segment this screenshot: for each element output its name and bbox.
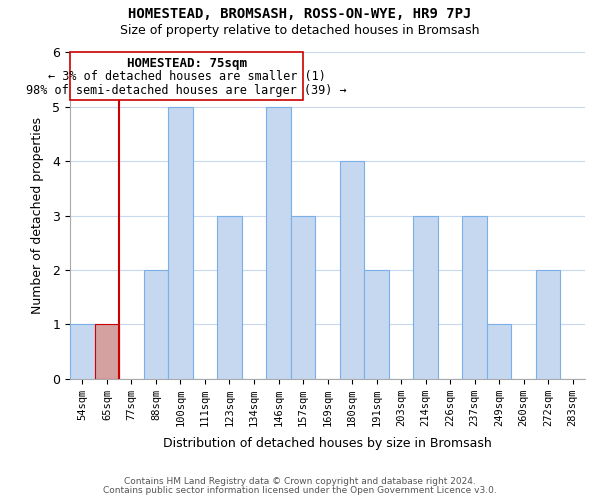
Bar [168, 107, 193, 378]
Text: ← 3% of detached houses are smaller (1): ← 3% of detached houses are smaller (1) [47, 70, 326, 83]
Text: HOMESTEAD: 75sqm: HOMESTEAD: 75sqm [127, 56, 247, 70]
Bar [266, 107, 291, 378]
X-axis label: Distribution of detached houses by size in Bromsash: Distribution of detached houses by size … [163, 437, 492, 450]
Text: Contains HM Land Registry data © Crown copyright and database right 2024.: Contains HM Land Registry data © Crown c… [124, 477, 476, 486]
Y-axis label: Number of detached properties: Number of detached properties [31, 117, 44, 314]
Bar [364, 270, 389, 378]
Bar [143, 270, 168, 378]
FancyBboxPatch shape [70, 52, 303, 100]
Bar [340, 161, 364, 378]
Bar [487, 324, 511, 378]
Text: Contains public sector information licensed under the Open Government Licence v3: Contains public sector information licen… [103, 486, 497, 495]
Text: 98% of semi-detached houses are larger (39) →: 98% of semi-detached houses are larger (… [26, 84, 347, 98]
Bar [291, 216, 316, 378]
Bar [95, 324, 119, 378]
Text: Size of property relative to detached houses in Bromsash: Size of property relative to detached ho… [120, 24, 480, 37]
Text: HOMESTEAD, BROMSASH, ROSS-ON-WYE, HR9 7PJ: HOMESTEAD, BROMSASH, ROSS-ON-WYE, HR9 7P… [128, 8, 472, 22]
Bar [463, 216, 487, 378]
Bar [217, 216, 242, 378]
Bar [536, 270, 560, 378]
Bar [70, 324, 95, 378]
Bar [413, 216, 438, 378]
